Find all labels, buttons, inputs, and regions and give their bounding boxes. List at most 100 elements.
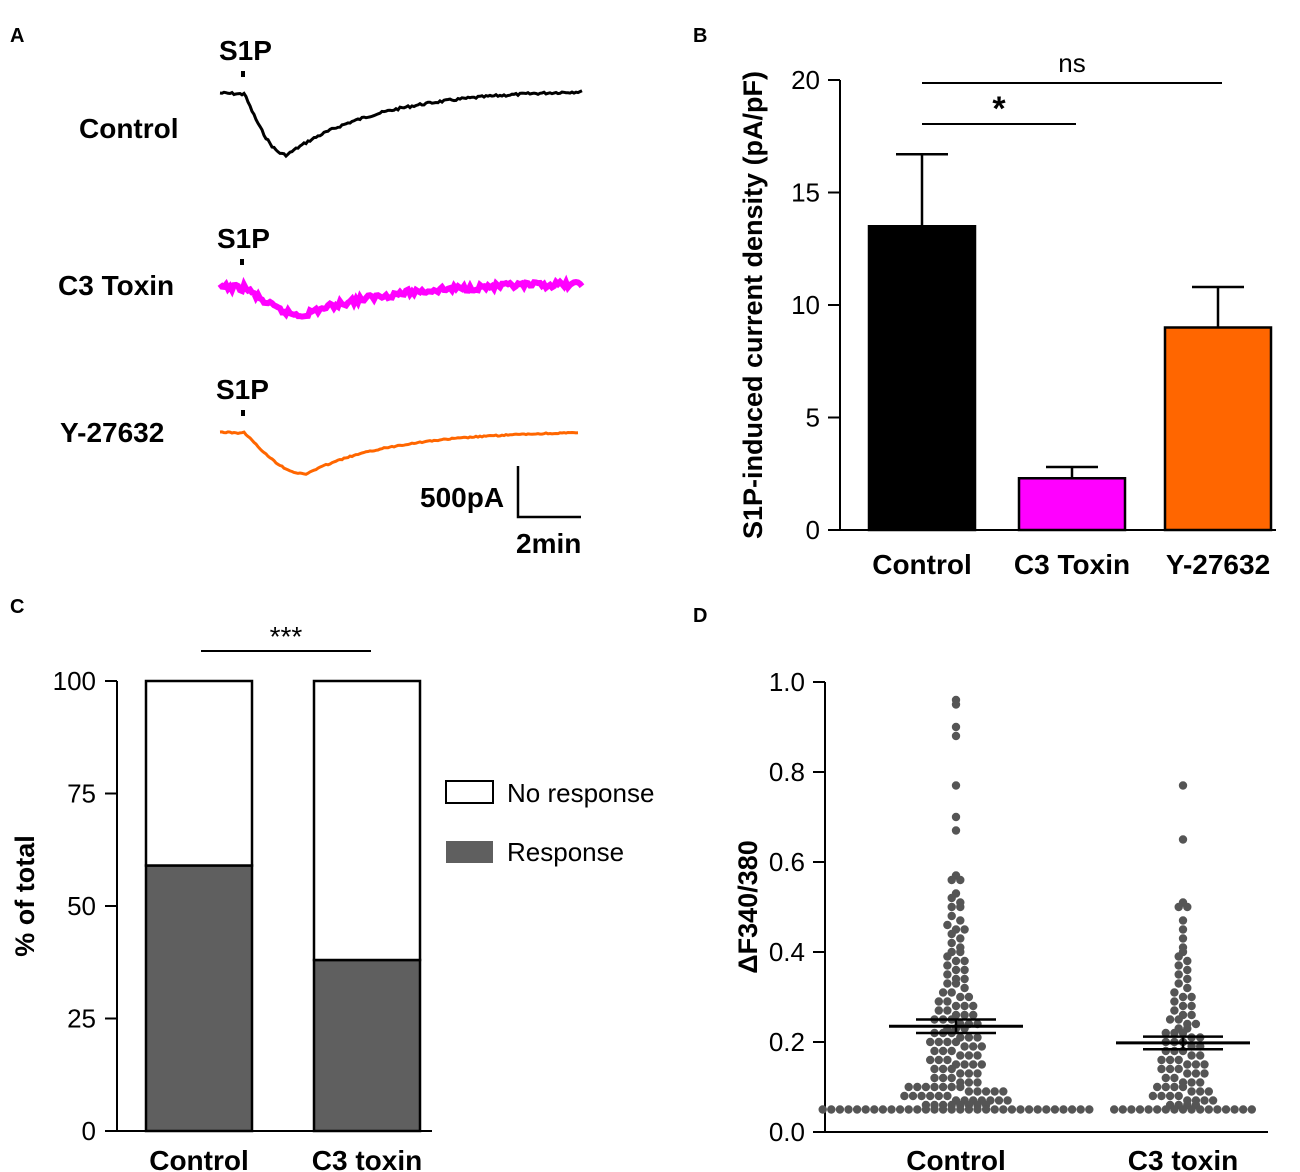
d-data-point (1187, 1010, 1196, 1020)
scale-bar (516, 466, 581, 519)
b-bar-control (867, 225, 977, 532)
d-data-point (947, 1046, 956, 1056)
d-data-point (1187, 1078, 1196, 1087)
d-data-point (1110, 1105, 1119, 1114)
d-data-point (956, 934, 965, 943)
d-data-point (934, 1006, 943, 1015)
d-data-point (921, 1105, 931, 1114)
legend-swatch-no-response (445, 780, 494, 804)
d-y-tick-label: 0.8 (769, 757, 805, 787)
b-y-tick-label: 0 (806, 515, 820, 545)
d-data-point (1183, 902, 1192, 912)
d-data-point (964, 1078, 974, 1087)
d-data-point (930, 1082, 939, 1092)
b-significance-label: * (992, 90, 1006, 128)
d-data-point (1135, 1105, 1145, 1114)
c-bar-segment-no-response (312, 679, 422, 962)
d-data-point (1191, 1060, 1201, 1069)
d-data-point (1178, 781, 1188, 790)
d-data-point (1161, 1073, 1171, 1083)
d-data-point (1174, 961, 1183, 970)
d-data-point (1178, 1105, 1188, 1114)
d-data-point (930, 1073, 939, 1083)
d-data-point (960, 974, 969, 984)
d-data-point (913, 1105, 922, 1114)
d-data-point (1221, 1105, 1231, 1114)
d-data-point (1153, 1082, 1162, 1092)
d-data-point (1204, 1105, 1214, 1114)
d-data-point (947, 1105, 956, 1114)
d-data-point (947, 1064, 956, 1074)
d-data-point (926, 1091, 935, 1101)
d-data-point (934, 1055, 943, 1065)
d-data-point (938, 1073, 948, 1083)
d-data-point (999, 1087, 1008, 1096)
d-y-tick-label: 0.6 (769, 847, 805, 877)
d-data-point (947, 902, 956, 912)
d-data-point (1165, 1015, 1175, 1024)
d-data-point (947, 938, 956, 948)
d-data-point (964, 992, 974, 1002)
d-data-point (1174, 902, 1183, 912)
d-data-point (1127, 1105, 1136, 1114)
d-data-point (1247, 1105, 1257, 1114)
d-data-point (818, 1105, 827, 1114)
d-data-point (934, 1037, 943, 1047)
d-data-point (947, 929, 956, 939)
d-data-point (977, 1060, 986, 1069)
b-y-tick-label: 20 (791, 65, 820, 95)
scale-bar-time-label: 2min (516, 528, 581, 559)
d-data-point (1183, 965, 1192, 975)
d-data-point (973, 1033, 982, 1042)
d-data-point (969, 1060, 978, 1069)
d-data-point (1067, 1105, 1077, 1114)
panel-c: 0 25 50 75 100 Control C3 toxin *** % of tota… (10, 621, 654, 1172)
d-data-point (973, 1105, 982, 1114)
d-data-point (960, 925, 969, 934)
d-data-point (1183, 956, 1192, 966)
d-data-point (1183, 983, 1192, 993)
d-data-point (943, 1091, 952, 1101)
d-data-point (938, 1082, 948, 1092)
d-data-point (956, 947, 965, 957)
d-data-point (1196, 1105, 1205, 1114)
b-y-tick-label: 15 (791, 178, 820, 208)
c-y-tick-label: 100 (53, 666, 96, 696)
d-data-point (951, 700, 961, 709)
d-data-point (1085, 1105, 1094, 1114)
d-data-point (977, 1042, 986, 1051)
d-data-point (1033, 1105, 1042, 1114)
d-y-axis-label: ΔF340/380 (733, 840, 763, 974)
d-data-point (943, 961, 952, 970)
d-data-point (981, 1087, 991, 1096)
d-data-point (938, 1046, 948, 1056)
c-y-axis-label: % of total (10, 835, 40, 957)
trace-label-control: Control (79, 113, 179, 144)
d-data-point (1170, 1082, 1179, 1092)
d-data-point (1200, 1060, 1209, 1069)
d-data-point (969, 1042, 978, 1051)
d-data-point (827, 1105, 836, 1114)
d-data-point (1170, 1006, 1179, 1015)
d-data-point (956, 1082, 965, 1092)
b-bar-c3-toxin (1017, 477, 1127, 532)
d-data-point (960, 956, 969, 966)
d-data-point (1007, 1105, 1017, 1114)
c-x-tick-label: Control (149, 1145, 249, 1172)
b-x-tick-label: Y-27632 (1166, 549, 1270, 580)
d-data-point (938, 1064, 948, 1074)
d-data-point (1183, 974, 1192, 984)
d-data-point (956, 1105, 965, 1114)
scale-bar-current-label: 500pA (420, 482, 504, 513)
d-data-point (1118, 1105, 1128, 1114)
d-data-point (870, 1105, 879, 1114)
d-data-point (934, 1091, 943, 1101)
b-y-tick-label: 10 (791, 290, 820, 320)
c-bar-segment-no-response (144, 679, 254, 867)
d-data-point (1170, 1028, 1179, 1038)
d-data-point (1178, 1082, 1188, 1092)
d-data-point (951, 979, 961, 988)
d-data-point (943, 952, 952, 961)
d-data-point (1230, 1105, 1239, 1114)
d-data-point (1187, 1105, 1196, 1114)
